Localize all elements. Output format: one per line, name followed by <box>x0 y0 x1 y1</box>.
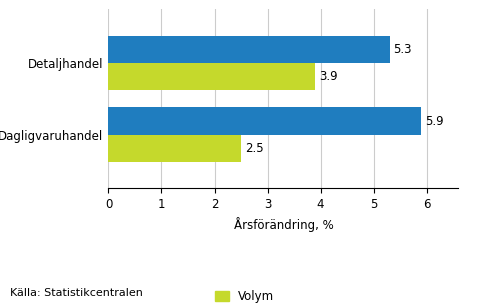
Text: Källa: Statistikcentralen: Källa: Statistikcentralen <box>10 288 143 298</box>
Bar <box>108 63 316 90</box>
Text: 3.9: 3.9 <box>319 70 338 83</box>
Bar <box>108 36 389 63</box>
Legend: Volym, Värde: Volym, Värde <box>212 288 277 304</box>
Text: 5.9: 5.9 <box>425 115 444 128</box>
Text: 5.3: 5.3 <box>393 43 412 56</box>
Text: 2.5: 2.5 <box>245 142 263 155</box>
Bar <box>108 135 241 162</box>
Bar <box>108 107 422 135</box>
X-axis label: Årsförändring, %: Årsförändring, % <box>234 217 333 232</box>
